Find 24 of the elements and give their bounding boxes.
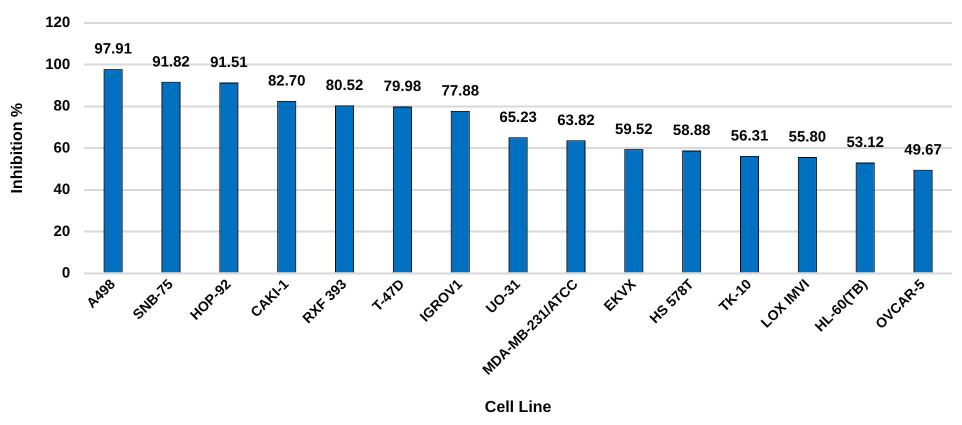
data-label: 59.52 — [615, 120, 653, 138]
data-label: 53.12 — [846, 134, 884, 152]
data-label: 58.88 — [672, 122, 710, 140]
y-tick-label: 20 — [54, 222, 70, 240]
y-tick-label: 0 — [62, 264, 70, 282]
data-label: 56.31 — [730, 128, 768, 145]
data-label: 79.98 — [384, 78, 422, 96]
data-label: 77.88 — [441, 82, 480, 100]
data-label: 91.82 — [152, 53, 190, 70]
y-tick-label: 40 — [54, 181, 70, 198]
data-label: 97.91 — [94, 40, 132, 58]
y-tick-label: 120 — [45, 14, 70, 32]
data-label: 55.80 — [788, 128, 826, 146]
data-label: 49.67 — [904, 141, 942, 158]
y-tick-label: 100 — [45, 56, 70, 73]
y-tick-label: 80 — [54, 98, 70, 115]
data-label: 80.52 — [326, 77, 364, 94]
data-label: 91.51 — [210, 54, 248, 72]
y-axis-title: Inhibition % — [9, 102, 26, 194]
data-label: 63.82 — [557, 112, 595, 129]
y-tick-label: 60 — [54, 139, 70, 156]
data-label: 65.23 — [499, 108, 537, 126]
x-axis-title: Cell Line — [484, 398, 552, 416]
data-label: 82.70 — [268, 72, 306, 90]
